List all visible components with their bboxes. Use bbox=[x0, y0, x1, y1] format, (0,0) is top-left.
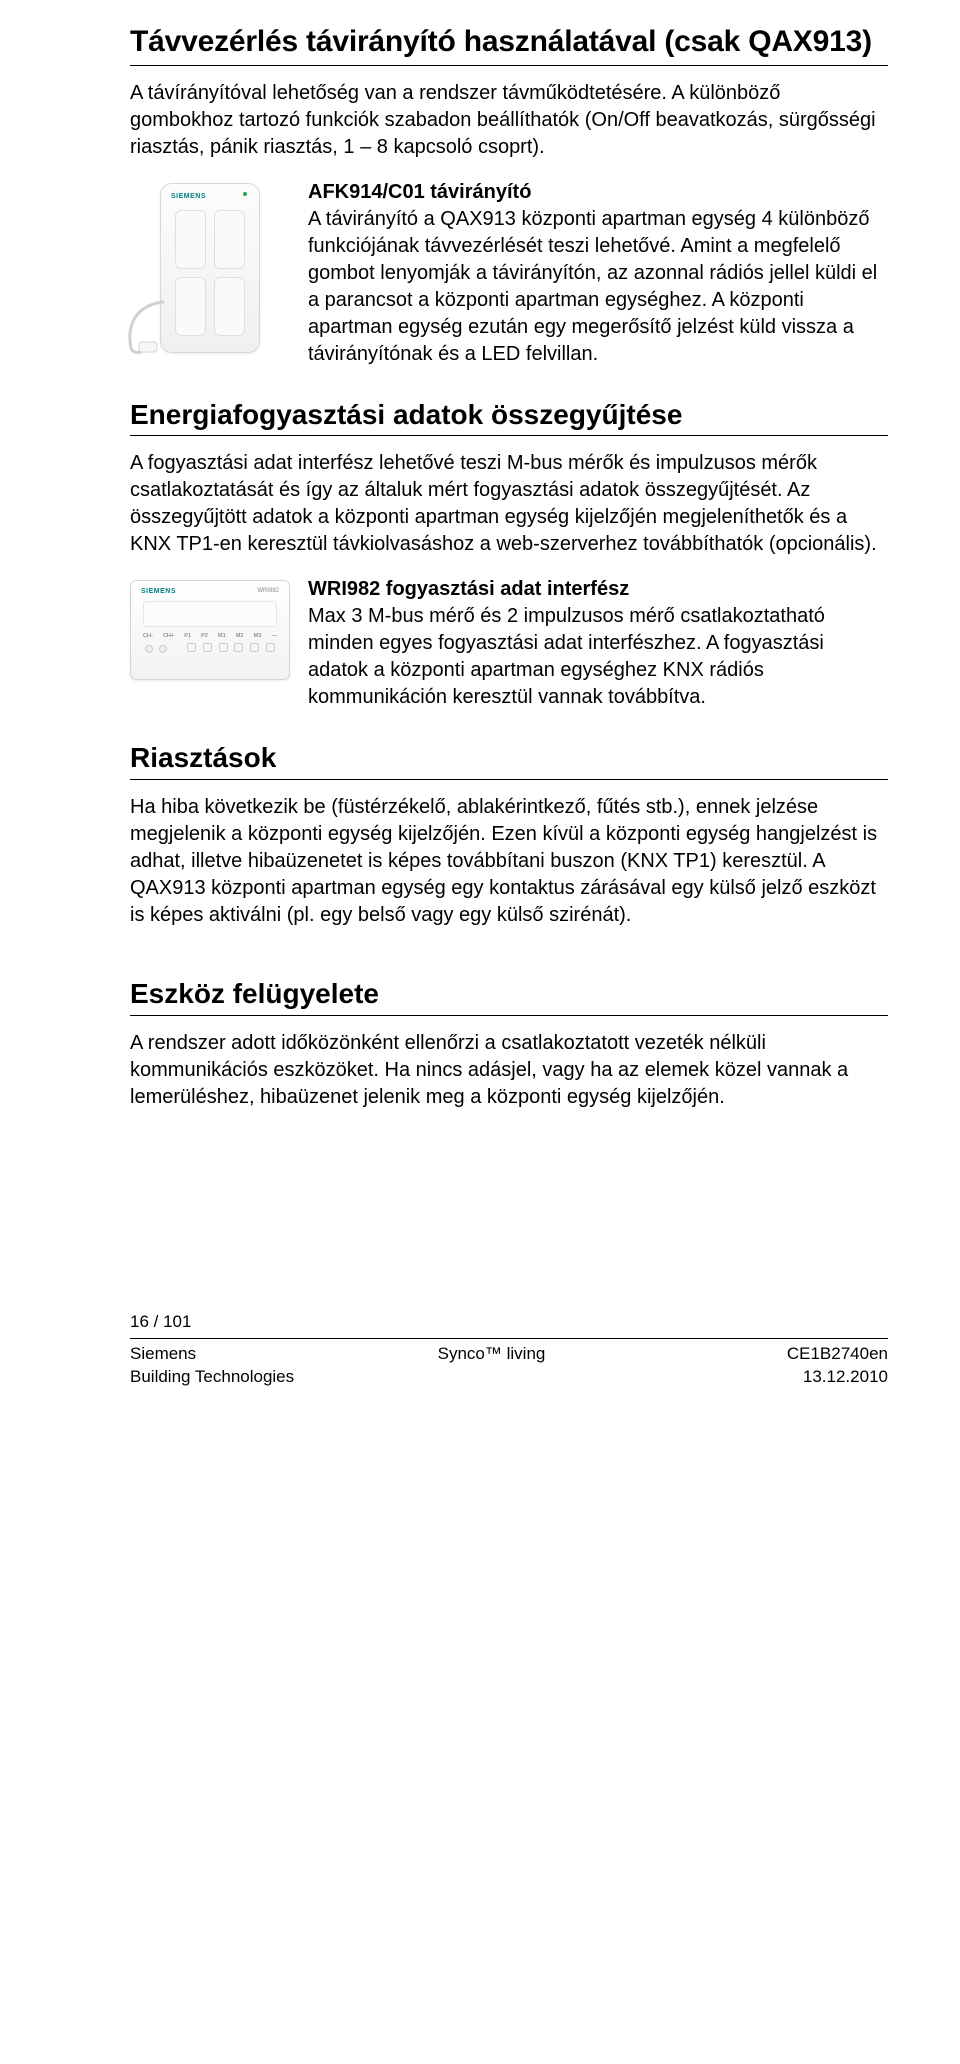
remote-description: A távirányító a QAX913 központi apartman… bbox=[308, 208, 877, 365]
remote-section: SIEMENS AFK914/C01 távirányító A távirán… bbox=[130, 179, 888, 368]
footer-right-2: 13.12.2010 bbox=[803, 1366, 888, 1389]
footer-right-1: CE1B2740en bbox=[787, 1343, 888, 1366]
heading-device-supervision: Eszköz felügyelete bbox=[130, 975, 888, 1016]
heading-remote-control: Távvezérlés távirányító használatával (c… bbox=[130, 22, 888, 66]
alarms-paragraph: Ha hiba következik be (füstérzékelő, abl… bbox=[130, 794, 888, 929]
interface-image: SIEMENS WRI982 CH- CH+ P1 P2 M1 M2 M3 — bbox=[130, 576, 290, 711]
heading-alarms: Riasztások bbox=[130, 739, 888, 780]
interface-section: SIEMENS WRI982 CH- CH+ P1 P2 M1 M2 M3 — … bbox=[130, 576, 888, 711]
footer-left-1: Siemens bbox=[130, 1343, 196, 1366]
energy-paragraph: A fogyasztási adat interfész lehetővé te… bbox=[130, 450, 888, 558]
remote-image: SIEMENS bbox=[130, 179, 290, 368]
page-footer: 16 / 101 Siemens Synco™ living CE1B2740e… bbox=[130, 1311, 888, 1389]
interface-title: WRI982 fogyasztási adat interfész bbox=[308, 578, 629, 600]
intro-paragraph-1: A távírányítóval lehetőség van a rendsze… bbox=[130, 80, 888, 161]
page-number: 16 / 101 bbox=[130, 1311, 888, 1334]
heading-energy-data: Energiafogyasztási adatok összegyűjtése bbox=[130, 396, 888, 437]
footer-left-2: Building Technologies bbox=[130, 1366, 294, 1389]
footer-center: Synco™ living bbox=[438, 1343, 546, 1366]
interface-description: Max 3 M-bus mérő és 2 impulzusos mérő cs… bbox=[308, 605, 825, 708]
remote-title: AFK914/C01 távirányító bbox=[308, 181, 531, 203]
supervision-paragraph: A rendszer adott időközönként ellenőrzi … bbox=[130, 1030, 888, 1111]
